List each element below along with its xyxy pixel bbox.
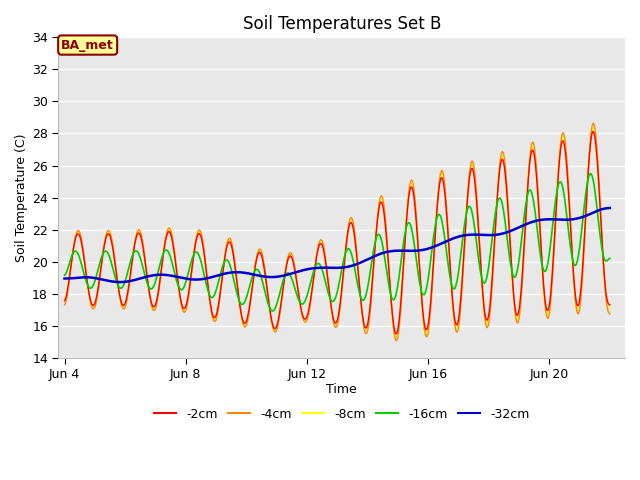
-4cm — [259, 254, 267, 260]
Title: Soil Temperatures Set B: Soil Temperatures Set B — [243, 15, 441, 33]
-4cm — [589, 120, 597, 126]
-2cm — [370, 263, 378, 269]
-32cm — [371, 253, 378, 259]
-4cm — [80, 253, 88, 259]
-32cm — [189, 276, 197, 282]
-4cm — [61, 302, 68, 308]
-4cm — [606, 311, 614, 317]
-8cm — [370, 259, 378, 264]
-8cm — [392, 334, 399, 340]
Text: BA_met: BA_met — [61, 38, 114, 51]
-8cm — [589, 125, 596, 131]
-2cm — [502, 175, 509, 180]
-4cm — [370, 266, 378, 272]
-8cm — [80, 258, 88, 264]
-8cm — [259, 259, 267, 264]
-2cm — [80, 256, 88, 262]
-2cm — [392, 331, 400, 337]
-8cm — [288, 255, 296, 261]
Line: -32cm: -32cm — [65, 208, 610, 282]
-16cm — [586, 171, 594, 177]
X-axis label: Time: Time — [326, 383, 357, 396]
-16cm — [80, 271, 88, 277]
-32cm — [61, 276, 68, 281]
-16cm — [269, 308, 276, 314]
-16cm — [606, 255, 614, 261]
-2cm — [606, 302, 614, 308]
-2cm — [589, 129, 596, 134]
-8cm — [61, 298, 68, 303]
-16cm — [259, 280, 267, 286]
-4cm — [392, 338, 400, 344]
Line: -2cm: -2cm — [65, 132, 610, 334]
-32cm — [80, 275, 88, 280]
Line: -16cm: -16cm — [65, 174, 610, 311]
Line: -8cm: -8cm — [65, 128, 610, 337]
-8cm — [189, 256, 196, 262]
Line: -4cm: -4cm — [65, 123, 610, 341]
-16cm — [189, 254, 196, 260]
-16cm — [289, 278, 296, 284]
-8cm — [606, 305, 614, 311]
-32cm — [606, 205, 614, 211]
-32cm — [116, 279, 124, 285]
-16cm — [371, 244, 378, 250]
-16cm — [61, 272, 68, 278]
-4cm — [288, 252, 296, 258]
-4cm — [502, 167, 509, 172]
Legend: -2cm, -4cm, -8cm, -16cm, -32cm: -2cm, -4cm, -8cm, -16cm, -32cm — [148, 403, 534, 425]
-16cm — [502, 223, 509, 228]
Y-axis label: Soil Temperature (C): Soil Temperature (C) — [15, 133, 28, 262]
-2cm — [259, 258, 267, 264]
-2cm — [61, 298, 68, 303]
-4cm — [189, 260, 196, 266]
-8cm — [502, 176, 509, 182]
-2cm — [189, 259, 196, 264]
-32cm — [502, 230, 509, 236]
-32cm — [289, 270, 296, 276]
-2cm — [288, 255, 296, 261]
-32cm — [260, 274, 268, 279]
